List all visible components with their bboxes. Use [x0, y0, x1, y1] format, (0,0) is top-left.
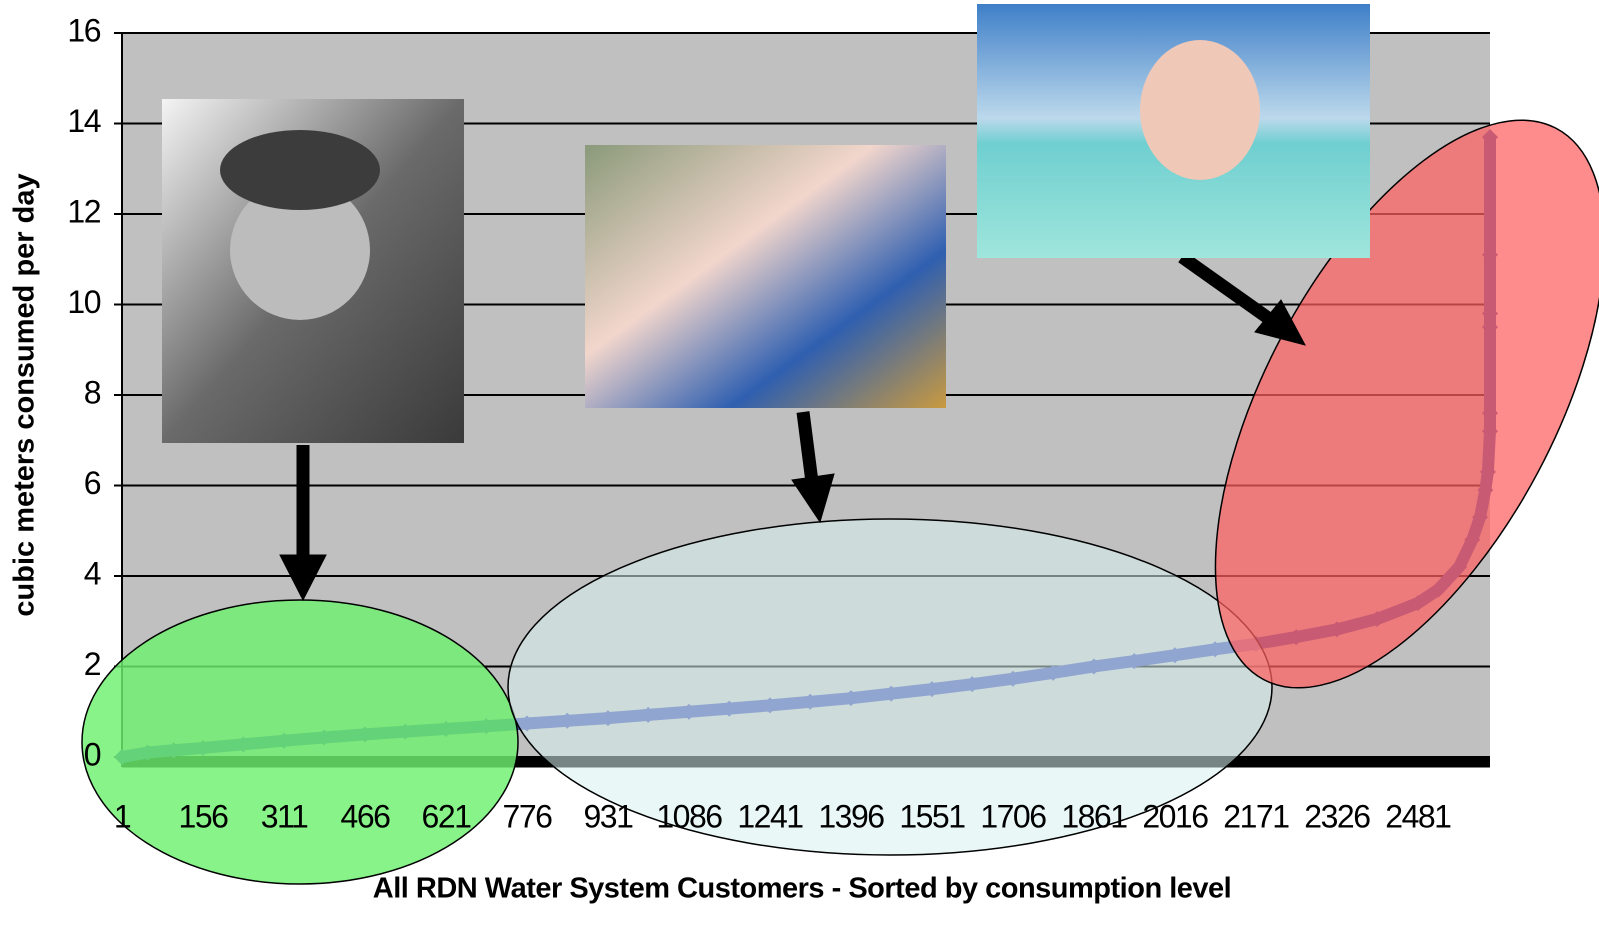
x-tick-label: 2481: [1385, 798, 1451, 834]
x-tick-label: 156: [179, 798, 229, 834]
arrow-head: [791, 473, 835, 524]
photo-average-users: [585, 145, 946, 408]
x-tick-label: 2326: [1304, 798, 1370, 834]
x-tick-label: 1861: [1061, 798, 1127, 834]
y-tick-label: 14: [67, 103, 100, 139]
arrow-head: [279, 554, 327, 602]
x-tick-label: 466: [341, 798, 391, 834]
x-tick-label: 621: [422, 798, 472, 834]
x-tick-label: 1241: [737, 798, 803, 834]
x-tick-label: 2171: [1223, 798, 1289, 834]
arrow: [1178, 251, 1272, 324]
y-axis-title: cubic meters consumed per day: [9, 173, 41, 616]
x-tick-label: 2016: [1142, 798, 1208, 834]
photo-detail: [1140, 40, 1260, 180]
y-tick-label: 2: [84, 646, 101, 682]
y-tick-label: 12: [67, 193, 100, 229]
x-tick-label: 311: [261, 798, 308, 834]
x-tick-label: 1: [114, 798, 131, 834]
y-tick-label: 10: [67, 284, 100, 320]
x-tick-label: 1551: [899, 798, 965, 834]
x-tick-label: 1086: [656, 798, 722, 834]
x-tick-label: 1706: [980, 798, 1046, 834]
label-layer: 0 2 4 6 8 10 12 14 16 1 156 311 466 621 776 931 1086 1241…: [9, 12, 1453, 905]
photo-detail: [230, 180, 370, 320]
low-users-ellipse: [81, 599, 519, 885]
y-tick-label: 0: [84, 736, 101, 772]
y-tick-label: 8: [84, 374, 101, 410]
x-tick-label: 1396: [818, 798, 884, 834]
y-tick-label: 6: [84, 465, 101, 501]
average-users-ellipse: [507, 518, 1273, 856]
x-tick-label: 776: [503, 798, 553, 834]
y-tick-label: 16: [67, 12, 100, 48]
arrow-head: [1254, 299, 1306, 346]
arrow: [796, 411, 819, 483]
y-tick-label: 4: [84, 555, 101, 591]
arrows: [279, 251, 1306, 602]
photo-detail: [220, 130, 380, 210]
x-tick-label: 931: [584, 798, 634, 834]
x-axis-title: All RDN Water System Customers - Sorted …: [373, 873, 1231, 905]
